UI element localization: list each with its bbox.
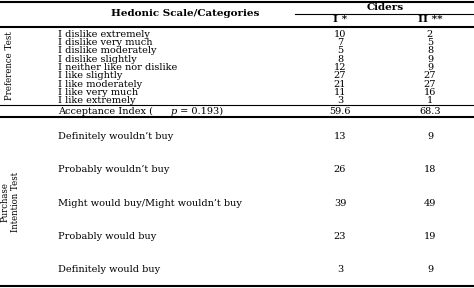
Text: 9: 9 — [427, 63, 433, 72]
Text: 26: 26 — [334, 165, 346, 174]
Text: p: p — [171, 107, 177, 115]
Text: 18: 18 — [424, 165, 436, 174]
Text: 13: 13 — [334, 132, 346, 141]
Text: I like slightly: I like slightly — [58, 71, 122, 80]
Text: Acceptance Index (: Acceptance Index ( — [58, 107, 153, 115]
Text: 27: 27 — [424, 80, 436, 89]
Text: 9: 9 — [427, 55, 433, 64]
Text: 12: 12 — [334, 63, 346, 72]
Text: Ciders: Ciders — [366, 3, 403, 12]
Text: Purchase
Intention Test: Purchase Intention Test — [0, 171, 20, 232]
Text: 9: 9 — [427, 265, 433, 274]
Text: I *: I * — [333, 15, 347, 24]
Text: 5: 5 — [337, 46, 343, 55]
Text: 49: 49 — [424, 198, 436, 207]
Text: 9: 9 — [427, 132, 433, 141]
Text: 23: 23 — [334, 232, 346, 241]
Text: Might would buy/Might wouldn’t buy: Might would buy/Might wouldn’t buy — [58, 198, 242, 207]
Text: 3: 3 — [337, 265, 343, 274]
Text: Hedonic Scale/Categories: Hedonic Scale/Categories — [111, 9, 259, 18]
Text: 3: 3 — [337, 96, 343, 105]
Text: 10: 10 — [334, 30, 346, 39]
Text: 7: 7 — [337, 38, 343, 47]
Text: 68.3: 68.3 — [419, 107, 441, 115]
Text: = 0.193): = 0.193) — [177, 107, 223, 115]
Text: 1: 1 — [427, 96, 433, 105]
Text: 16: 16 — [424, 88, 436, 97]
Text: 21: 21 — [334, 80, 346, 89]
Text: Preference Test: Preference Test — [6, 32, 15, 101]
Text: I neither like nor dislike: I neither like nor dislike — [58, 63, 177, 72]
Text: I like moderately: I like moderately — [58, 80, 142, 89]
Text: Definitely would buy: Definitely would buy — [58, 265, 160, 274]
Text: 39: 39 — [334, 198, 346, 207]
Text: 19: 19 — [424, 232, 436, 241]
Text: Probably wouldn’t buy: Probably wouldn’t buy — [58, 165, 169, 174]
Text: I dislike slightly: I dislike slightly — [58, 55, 137, 64]
Text: I like very much: I like very much — [58, 88, 138, 97]
Text: 27: 27 — [334, 71, 346, 80]
Text: Probably would buy: Probably would buy — [58, 232, 156, 241]
Text: I like extremely: I like extremely — [58, 96, 136, 105]
Text: 8: 8 — [427, 46, 433, 55]
Text: II **: II ** — [418, 15, 442, 24]
Text: 11: 11 — [334, 88, 346, 97]
Text: Definitely wouldn’t buy: Definitely wouldn’t buy — [58, 132, 173, 141]
Text: 27: 27 — [424, 71, 436, 80]
Text: 2: 2 — [427, 30, 433, 39]
Text: I dislike extremely: I dislike extremely — [58, 30, 150, 39]
Text: 8: 8 — [337, 55, 343, 64]
Text: I dislike very much: I dislike very much — [58, 38, 153, 47]
Text: 59.6: 59.6 — [329, 107, 351, 115]
Text: I dislike moderately: I dislike moderately — [58, 46, 156, 55]
Text: 5: 5 — [427, 38, 433, 47]
